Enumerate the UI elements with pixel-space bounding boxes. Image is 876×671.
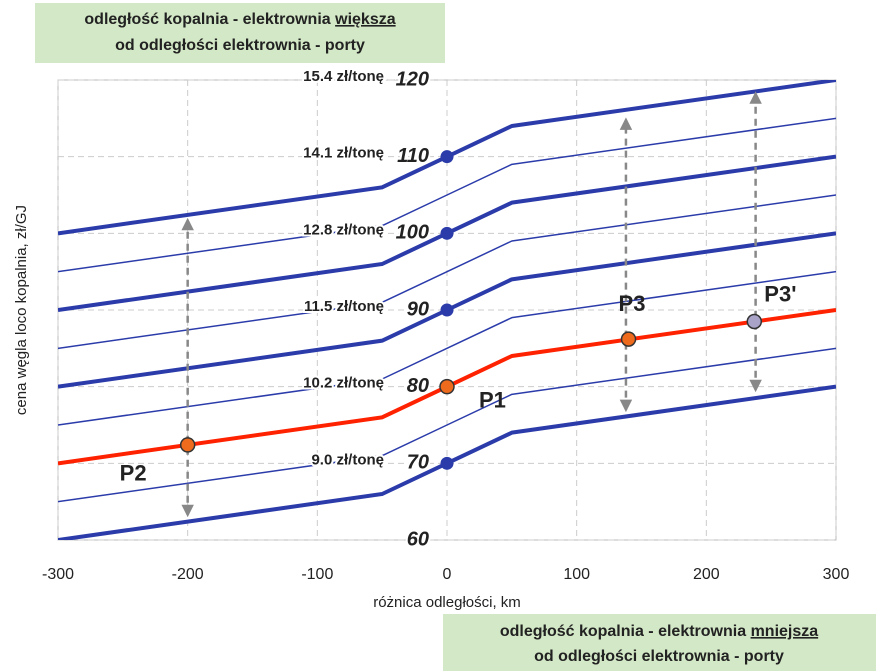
note-text: większa xyxy=(334,11,396,28)
point-label: P2 xyxy=(120,461,147,486)
price-label: 14.1 zł/tonę xyxy=(303,145,384,162)
note-text: odległość kopalnia - elektrownia xyxy=(500,623,746,640)
point-label: P3 xyxy=(619,291,646,316)
x-tick-label: 300 xyxy=(823,566,850,583)
note: odległość kopalnia - elektrownia większa xyxy=(84,11,395,28)
note: odległość kopalnia - elektrownia mniejsz… xyxy=(500,623,818,640)
note-box xyxy=(35,3,445,63)
y-tick-label: 90 xyxy=(407,298,429,320)
x-tick-label: 0 xyxy=(443,566,452,583)
note-box xyxy=(443,614,876,671)
price-label: 9.0 zł/tonę xyxy=(311,451,384,468)
note: od odległości elektrownia - porty xyxy=(115,37,365,54)
dot xyxy=(440,456,454,470)
x-tick-label: -100 xyxy=(301,566,333,583)
x-tick-label: -200 xyxy=(172,566,204,583)
point xyxy=(179,437,196,453)
note-text: odległość kopalnia - elektrownia xyxy=(84,11,330,28)
x-tick-label: 100 xyxy=(563,566,590,583)
y-tick-label: 80 xyxy=(407,375,429,397)
price-label: 11.5 zł/tonę xyxy=(304,298,384,315)
note-text: mniejsza xyxy=(751,623,819,640)
price-label: 15.4 zł/tonę xyxy=(303,68,384,85)
dot xyxy=(440,303,454,317)
y-tick-label: 110 xyxy=(397,145,429,167)
point-label: P1 xyxy=(479,387,506,412)
x-tick-label: -300 xyxy=(42,566,74,583)
y-axis-label: cena węgla loco kopalnia, zł/GJ xyxy=(13,205,30,415)
x-tick-label: 200 xyxy=(693,566,720,583)
price-label: 10.2 zł/tonę xyxy=(303,375,384,392)
dot xyxy=(440,226,454,240)
point xyxy=(620,331,637,347)
point-label: P3' xyxy=(764,281,796,306)
y-tick-label: 70 xyxy=(407,452,429,474)
point xyxy=(746,313,763,330)
price-label: 12.8 zł/tonę xyxy=(303,221,384,238)
y-tick-label: 100 xyxy=(396,222,429,244)
dot xyxy=(440,150,454,164)
point xyxy=(439,378,455,395)
note: od odległości elektrownia - porty xyxy=(534,648,784,665)
x-axis-label: różnica odległości, km xyxy=(373,594,521,611)
y-tick-label: 120 xyxy=(396,68,429,90)
y-tick-label: 60 xyxy=(407,528,429,550)
